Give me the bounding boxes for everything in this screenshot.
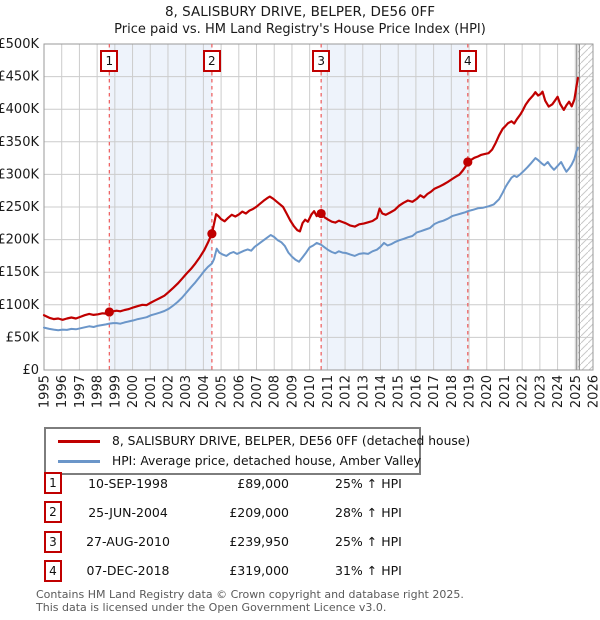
sale-point-marker[interactable] (207, 229, 217, 239)
sale-table-row: 3 27-AUG-2010 £239,950 25% ↑ HPI (44, 530, 402, 553)
sale-flag-1[interactable]: 1 (100, 50, 119, 72)
x-axis-tick-label: 2005 (215, 375, 230, 408)
y-axis-tick-label: £0 (22, 363, 39, 378)
y-axis-tick-label: £500K (0, 37, 39, 52)
price-chart[interactable]: £0 £50K £100K £150K £200K £250K £300K £350K £400… (0, 0, 600, 426)
x-axis-tick-label: 2004 (197, 375, 212, 408)
legend-label-property: 8, SALISBURY DRIVE, BELPER, DE56 0FF (de… (112, 434, 471, 448)
x-axis-tick-label: 2000 (126, 375, 141, 408)
sale-row-flag-4: 4 (44, 559, 62, 582)
x-axis-tick-label: 2021 (498, 375, 513, 408)
sale-row-flag-2: 2 (44, 501, 62, 524)
x-axis-tick-label: 2007 (250, 375, 265, 408)
sale-flag-2[interactable]: 2 (202, 50, 221, 72)
sale-hpi-delta: 25% ↑ HPI (335, 534, 402, 550)
y-axis-tick-label: £250K (0, 200, 39, 215)
x-axis-tick-label: 2003 (179, 375, 194, 408)
x-axis-tick-label: 2002 (161, 375, 176, 408)
x-axis-tick-label: 2016 (409, 375, 424, 408)
x-axis-tick-label: 1997 (73, 375, 88, 408)
hpi-line (43, 146, 579, 332)
sale-price: £319,000 (229, 563, 289, 579)
sale-table-row: 4 07-DEC-2018 £319,000 31% ↑ HPI (44, 559, 402, 582)
sale-price: £209,000 (229, 504, 289, 520)
sale-flag-3[interactable]: 3 (312, 50, 331, 72)
sale-date: 25-JUN-2004 (88, 504, 168, 520)
sale-date: 07-DEC-2018 (86, 563, 170, 579)
sale-point-marker[interactable] (463, 157, 473, 167)
chart-legend: 8, SALISBURY DRIVE, BELPER, DE56 0FF (de… (44, 427, 470, 475)
x-axis-tick-label: 1999 (108, 375, 123, 408)
x-axis-tick-label: 2012 (339, 375, 354, 408)
page-subtitle: Price paid vs. HM Land Registry's House … (114, 22, 486, 37)
sale-price: £239,950 (229, 534, 289, 550)
y-axis-tick-label: £100K (0, 298, 39, 313)
sale-hpi-delta: 25% ↑ HPI (335, 475, 402, 491)
sale-table-row: 2 25-JUN-2004 £209,000 28% ↑ HPI (44, 501, 402, 524)
sale-row-flag-1: 1 (44, 472, 62, 494)
x-axis-tick-label: 2001 (144, 375, 159, 408)
x-axis-tick-label: 2018 (445, 375, 460, 408)
page-title: 8, SALISBURY DRIVE, BELPER, DE56 0FF (164, 4, 436, 20)
y-axis-tick-label: £300K (0, 167, 39, 182)
y-axis-tick-label: £50K (6, 330, 40, 345)
x-axis-tick-label: 2019 (463, 375, 478, 408)
x-axis-tick-label: 2022 (516, 375, 531, 408)
x-axis-tick-label: 2008 (268, 375, 283, 408)
x-axis-tick-label: 1995 (38, 375, 53, 408)
legend-row-property: 8, SALISBURY DRIVE, BELPER, DE56 0FF (de… (46, 431, 470, 451)
property-line-sample (58, 439, 100, 443)
y-axis-tick-label: £400K (0, 102, 39, 117)
legend-row-hpi: HPI: Average price, detached house, Ambe… (46, 451, 422, 471)
hpi-line-sample (58, 459, 100, 463)
sale-hpi-delta: 28% ↑ HPI (335, 504, 402, 520)
sale-date: 27-AUG-2010 (86, 534, 170, 550)
x-axis-tick-label: 2011 (321, 375, 336, 408)
x-axis-tick-label: 2014 (374, 375, 389, 408)
legend-label-hpi: HPI: Average price, detached house, Ambe… (112, 454, 422, 468)
future-hatch-region (577, 44, 593, 370)
sale-point-marker[interactable] (316, 208, 326, 219)
x-axis-tick-label: 2009 (285, 375, 300, 408)
footer-line-1: Contains HM Land Registry data © Crown c… (36, 588, 464, 601)
sale-hpi-delta: 31% ↑ HPI (335, 563, 402, 579)
license-footer: Contains HM Land Registry data © Crown c… (36, 588, 464, 614)
x-axis-tick-label: 2023 (533, 375, 548, 408)
sale-flag-4[interactable]: 4 (458, 50, 477, 72)
sale-date: 10-SEP-1998 (88, 475, 168, 491)
sale-price: £89,000 (237, 475, 289, 491)
y-axis-tick-label: £450K (0, 70, 39, 85)
footer-line-2: This data is licensed under the Open Gov… (36, 601, 387, 615)
sale-point-marker[interactable] (104, 307, 114, 317)
sale-row-flag-3: 3 (44, 530, 62, 553)
x-axis-tick-label: 1996 (55, 375, 70, 408)
x-axis-tick-label: 2020 (480, 375, 495, 408)
sale-table-row: 1 10-SEP-1998 £89,000 25% ↑ HPI (44, 472, 402, 494)
x-axis-tick-label: 2017 (427, 375, 442, 408)
x-axis-tick-label: 2025 (569, 375, 584, 408)
x-axis-tick-label: 2026 (587, 375, 600, 408)
x-axis-tick-label: 2010 (303, 375, 318, 408)
x-axis-tick-label: 2013 (356, 375, 371, 408)
x-axis-tick-label: 2024 (551, 375, 566, 408)
x-axis-tick-label: 2015 (392, 375, 407, 408)
y-axis-tick-label: £200K (0, 233, 39, 248)
y-axis-tick-label: £150K (0, 265, 39, 280)
x-axis-tick-label: 1998 (91, 375, 106, 408)
y-axis-tick-label: £350K (0, 135, 39, 150)
x-axis-tick-label: 2006 (232, 375, 247, 408)
